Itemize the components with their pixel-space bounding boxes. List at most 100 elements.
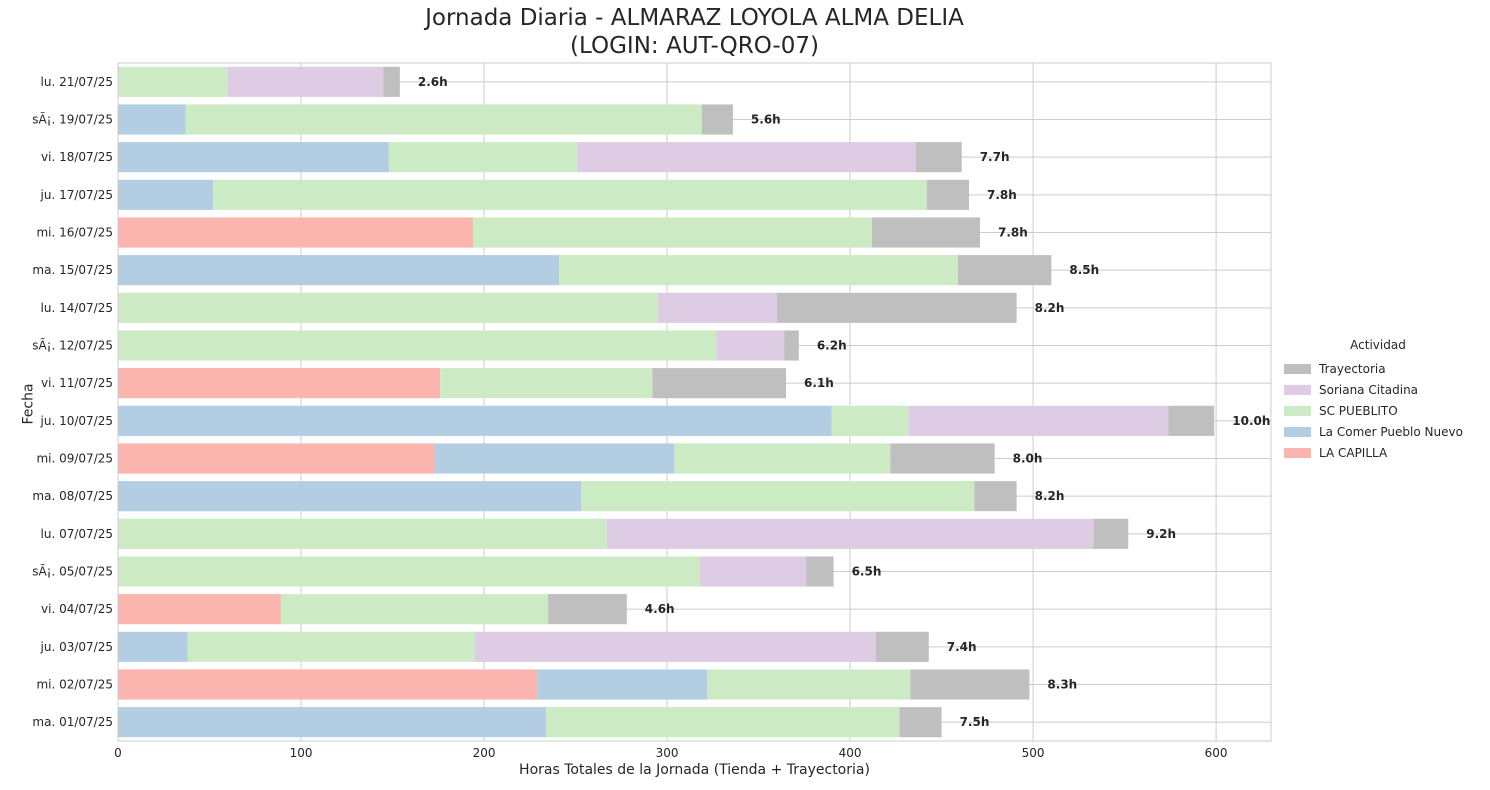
y-tick-label: ma. 01/07/25: [32, 715, 113, 729]
bar-segment: [118, 405, 832, 436]
bar-segment: [118, 481, 582, 512]
bar-segment: [185, 104, 702, 135]
legend-items: Trayectoria Soriana Citadina SC PUEBLITO La…: [1278, 358, 1478, 463]
x-axis-label: Horas Totales de la Jornada (Tienda + Tr…: [519, 762, 870, 778]
legend-title: Actividad: [1350, 338, 1406, 352]
y-tick-label: sÃ¡. 05/07/25: [32, 564, 113, 579]
bar-segment: [118, 443, 435, 474]
y-tick-label: mi. 09/07/25: [36, 452, 113, 466]
legend-label: SC PUEBLITO: [1319, 403, 1398, 418]
bar-total-label: 10.0h: [1232, 414, 1270, 428]
x-tick-label: 200: [473, 746, 496, 760]
bar-segment: [213, 179, 927, 210]
bar-segment: [958, 255, 1052, 286]
bar-segment: [118, 104, 186, 135]
x-tick-label: 500: [1022, 746, 1045, 760]
bar-segment: [606, 518, 1094, 549]
bar-segment: [118, 255, 560, 286]
x-tick-label: 400: [839, 746, 862, 760]
bar-total-label: 6.1h: [804, 376, 834, 390]
y-tick-label: vi. 18/07/25: [41, 150, 113, 164]
bar-segment: [227, 66, 384, 97]
bar-segment: [118, 556, 700, 587]
bar-total-label: 4.6h: [645, 602, 675, 616]
y-tick-label: ju. 03/07/25: [40, 640, 113, 654]
y-tick-label: lu. 14/07/25: [41, 301, 113, 315]
y-tick-label: ju. 17/07/25: [40, 188, 113, 202]
bar-segment: [118, 330, 717, 361]
y-tick-label: sÃ¡. 19/07/25: [32, 112, 113, 127]
legend-label: Trayectoria: [1319, 361, 1386, 376]
y-tick-label: ma. 08/07/25: [32, 489, 113, 503]
bar-segment: [118, 631, 188, 662]
x-tick-label: 0: [114, 746, 122, 760]
bar-segment: [1168, 405, 1215, 436]
legend-swatch: [1284, 363, 1311, 374]
bar-segment: [434, 443, 675, 474]
bar-segment: [806, 556, 834, 587]
bar-segment: [657, 292, 777, 323]
bar-segment: [915, 142, 962, 173]
bar-segment: [118, 66, 228, 97]
bar-segment: [118, 179, 214, 210]
bar-segment: [831, 405, 909, 436]
legend-swatch: [1284, 447, 1311, 458]
legend-label: La Comer Pueblo Nuevo: [1319, 424, 1463, 439]
bar-segment: [118, 707, 547, 738]
chart-title: Jornada Diaria - ALMARAZ LOYOLA ALMA DEL…: [425, 5, 964, 31]
y-tick-label: mi. 16/07/25: [36, 226, 113, 240]
bar-total-label: 7.4h: [947, 640, 977, 654]
bar-total-label: 7.8h: [998, 226, 1028, 240]
plot-area: [118, 63, 1271, 741]
chart-subtitle: (LOGIN: AUT-QRO-07): [570, 33, 819, 59]
bar-total-label: 9.2h: [1146, 527, 1176, 541]
bar-segment: [546, 707, 900, 738]
x-tick-label: 100: [290, 746, 313, 760]
bar-segment: [118, 217, 474, 248]
bar-segment: [548, 594, 627, 625]
bar-segment: [974, 481, 1017, 512]
bar-segment: [652, 368, 787, 399]
y-tick-label: ju. 10/07/25: [40, 414, 113, 428]
legend-item: La Comer Pueblo Nuevo: [1278, 421, 1478, 442]
bar-segment: [926, 179, 970, 210]
bar-total-label: 5.6h: [751, 113, 781, 127]
bar-total-label: 7.5h: [960, 715, 990, 729]
x-tick-label: 300: [656, 746, 679, 760]
bar-segment: [280, 594, 549, 625]
bar-total-label: 7.8h: [987, 188, 1017, 202]
legend-item: Trayectoria: [1278, 358, 1478, 379]
bar-segment: [577, 142, 916, 173]
legend-label: Soriana Citadina: [1319, 382, 1419, 397]
bar-segment: [473, 217, 873, 248]
legend: Actividad Trayectoria Soriana Citadina SC …: [1278, 338, 1478, 463]
bar-segment: [118, 368, 441, 399]
bar-segment: [701, 104, 733, 135]
y-tick-label: mi. 02/07/25: [36, 678, 113, 692]
y-axis-label: Fecha: [20, 383, 37, 425]
bar-segment: [118, 142, 389, 173]
bar-total-label: 6.5h: [852, 565, 882, 579]
bar-segment: [707, 669, 911, 700]
bar-segment: [559, 255, 959, 286]
legend-item: LA CAPILLA: [1278, 442, 1478, 463]
y-tick-label: lu. 07/07/25: [41, 527, 113, 541]
bar-segment: [784, 330, 799, 361]
bar-segment: [537, 669, 708, 700]
bar-segment: [383, 66, 400, 97]
bar-total-label: 7.7h: [980, 150, 1010, 164]
bar-segment: [899, 707, 942, 738]
legend-swatch: [1284, 405, 1311, 416]
bar-segment: [776, 292, 1017, 323]
legend-swatch: [1284, 426, 1311, 437]
bar-segment: [581, 481, 975, 512]
x-tick-label: 600: [1205, 746, 1228, 760]
bar-segment: [118, 594, 281, 625]
bar-total-label: 8.2h: [1035, 489, 1065, 503]
bar-segment: [1093, 518, 1129, 549]
bar-segment: [118, 518, 607, 549]
bar-total-label: 2.6h: [418, 75, 448, 89]
bar-segment: [890, 443, 995, 474]
y-tick-label: sÃ¡. 12/07/25: [32, 338, 113, 353]
